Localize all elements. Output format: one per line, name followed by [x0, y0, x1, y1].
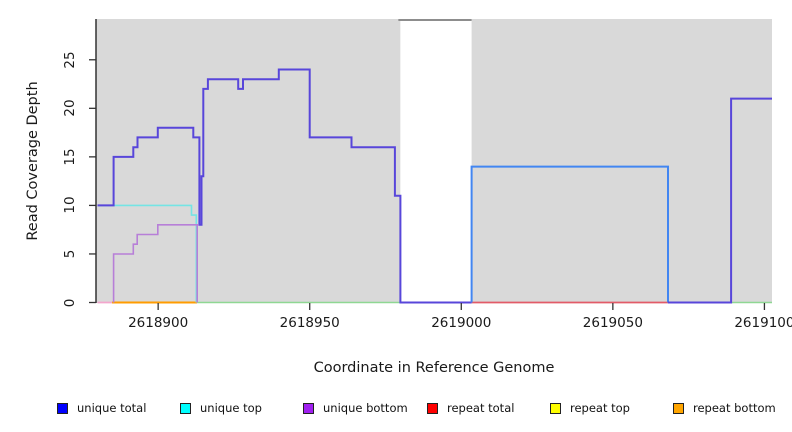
legend-label: repeat total — [447, 401, 515, 415]
legend-item-unique-bottom: unique bottom — [303, 402, 408, 414]
x-tick-label: 2619050 — [582, 315, 643, 331]
legend-label: unique top — [200, 401, 262, 415]
legend-swatch-icon — [550, 402, 561, 414]
legend-swatch-icon — [673, 402, 684, 414]
legend-swatch-icon — [180, 402, 191, 414]
unique-top-line — [97, 204, 198, 303]
x-tick-label: 2619100 — [734, 315, 792, 331]
legend-label: unique total — [77, 401, 147, 415]
y-tick-label: 5 — [62, 249, 78, 259]
x-tick-label: 2619000 — [431, 315, 492, 331]
gap-top-border — [398, 19, 472, 21]
y-tick-label: 20 — [62, 99, 78, 117]
legend-swatch-icon — [57, 402, 68, 414]
coverage-main-line — [97, 68, 472, 304]
legend-label: repeat bottom — [693, 401, 776, 415]
legend-item-unique-total: unique total — [57, 402, 146, 414]
coverage-block-21 — [668, 97, 772, 304]
legend-item-repeat-bottom: repeat bottom — [673, 402, 776, 414]
gap-region — [400, 19, 472, 303]
legend-swatch-icon — [427, 402, 438, 414]
legend-item-repeat-top: repeat top — [550, 402, 630, 414]
legend-item-repeat-total: repeat total — [427, 402, 514, 414]
legend-swatch-icon — [303, 402, 314, 414]
legend-label: repeat top — [570, 401, 630, 415]
y-tick-label: 0 — [62, 298, 78, 307]
legend-item-unique-top: unique top — [180, 402, 262, 414]
unique-bottom-line — [112, 224, 198, 303]
x-tick-label: 2618950 — [279, 315, 340, 331]
x-axis-title: Coordinate in Reference Genome — [313, 360, 555, 376]
legend-label: unique bottom — [323, 401, 408, 415]
coverage-block-14 — [470, 165, 669, 303]
y-tick-label: 10 — [62, 196, 78, 214]
x-tick-label: 2618900 — [128, 315, 189, 331]
y-axis-title: Read Coverage Depth — [25, 81, 41, 241]
y-tick-label: 25 — [62, 51, 78, 69]
y-tick-label: 15 — [62, 148, 78, 166]
